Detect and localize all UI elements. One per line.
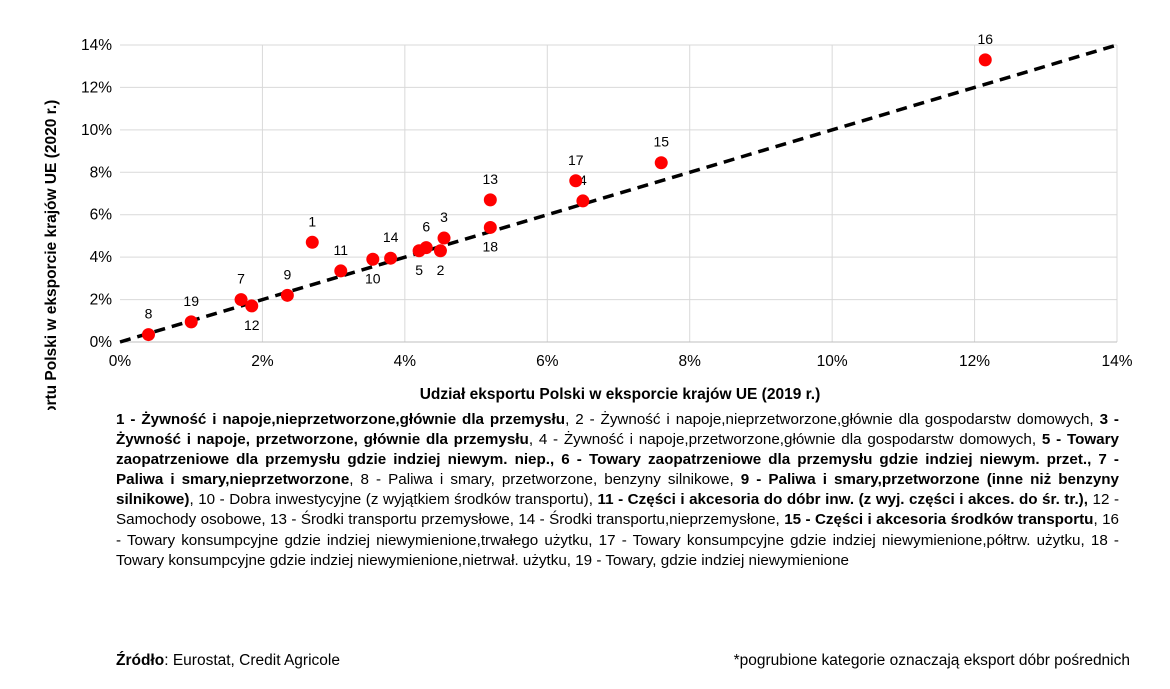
data-point-label: 2 xyxy=(437,262,445,278)
legend-segment: , 4 - Żywność i napoje,przetworzone,głów… xyxy=(528,431,1042,449)
legend-segment-bold: 11 - Części i akcesoria do dóbr inw. (z … xyxy=(597,491,1088,509)
legend-segment-bold: 5 - Towary zaopatrzeniowe dla przemysłu … xyxy=(116,431,1119,489)
y-tick-label: 2% xyxy=(90,292,113,309)
x-tick-label: 10% xyxy=(817,353,848,370)
data-point xyxy=(569,174,583,188)
data-point-label: 4 xyxy=(579,172,587,188)
x-tick-label: 8% xyxy=(679,353,702,370)
data-point-label: 8 xyxy=(145,306,153,322)
footnote: *pogrubione kategorie oznaczają eksport … xyxy=(733,652,1130,669)
y-tick-label: 6% xyxy=(90,207,113,224)
data-point xyxy=(366,252,380,266)
data-point-label: 11 xyxy=(333,242,348,258)
data-point xyxy=(483,193,497,207)
data-point-label: 3 xyxy=(440,209,448,225)
legend-segment: 12 - Samochody osobowe, 13 - Środki tran… xyxy=(116,491,1120,529)
tick-labels: 0% 0% 2% 2% 4% 4% 6% 6% 8% 8% 10% 10% 12% 12% 14% 14% xyxy=(81,37,1133,370)
x-tick-label: 0% xyxy=(109,353,132,370)
y-tick-label: 0% xyxy=(90,334,113,351)
data-point xyxy=(654,156,668,170)
data-point-label: 19 xyxy=(183,293,199,309)
data-point-label: 17 xyxy=(568,152,584,168)
x-tick-label: 4% xyxy=(394,353,417,370)
data-point-label: 6 xyxy=(422,219,430,235)
data-point xyxy=(419,241,433,255)
data-point xyxy=(305,235,319,249)
x-tick-label: 14% xyxy=(1101,353,1132,370)
y-tick-label: 12% xyxy=(81,79,112,96)
legend-segment-bold: 9 - Paliwa i smary,przetworzone (inne ni… xyxy=(116,471,1119,509)
source-label: Źródło xyxy=(116,652,165,669)
legend-segment: , 2 - Żywność i napoje,nieprzetworzone,g… xyxy=(565,411,1100,428)
y-tick-label: 4% xyxy=(90,249,113,266)
source-text: : Eurostat, Credit Agricole xyxy=(164,652,340,669)
data-point xyxy=(280,288,294,302)
data-point-label: 12 xyxy=(244,317,260,333)
data-point-label: 9 xyxy=(283,266,291,282)
x-axis-label: Udział eksportu Polski w eksporcie krajó… xyxy=(420,386,821,403)
legend-segment-bold: 3 - Żywność i napoje, przetworzone, głów… xyxy=(116,411,1119,449)
grid-lines xyxy=(120,44,1118,342)
category-legend: 1 - Żywność i napoje,nieprzetworzone,głó… xyxy=(116,410,1119,571)
data-point xyxy=(384,251,398,265)
legend-segment: , 10 - Dobra inwestycyjne (z wyjątkiem ś… xyxy=(189,491,598,509)
legend-segment: , 16 - Towary konsumpcyjne gdzie indziej… xyxy=(116,511,1119,569)
data-point xyxy=(433,244,447,258)
data-point xyxy=(141,328,155,342)
data-point xyxy=(483,220,497,234)
y-tick-label: 8% xyxy=(90,164,113,181)
data-point-label: 7 xyxy=(237,271,245,287)
y-tick-label: 10% xyxy=(81,122,112,139)
data-point xyxy=(234,293,248,307)
data-point xyxy=(576,194,590,208)
data-point-label: 1 xyxy=(308,213,316,229)
data-point-label: 5 xyxy=(415,262,423,278)
data-point-label: 18 xyxy=(483,238,499,254)
data-point xyxy=(245,299,259,313)
data-point-label: 15 xyxy=(653,134,669,150)
legend-segment-bold: 15 - Części i akcesoria środków transpor… xyxy=(784,511,1094,529)
data-point xyxy=(184,315,198,329)
legend-segment-bold: 1 - Żywność i napoje,nieprzetworzone,głó… xyxy=(116,411,566,428)
data-point xyxy=(334,264,348,278)
source-note: Źródło: Eurostat, Credit Agricole xyxy=(116,652,340,670)
data-point-label: 10 xyxy=(365,270,381,286)
x-tick-label: 2% xyxy=(251,353,274,370)
y-tick-label: 14% xyxy=(81,37,112,54)
x-tick-label: 6% xyxy=(536,353,559,370)
data-point xyxy=(437,231,451,245)
legend-segment: , 8 - Paliwa i smary, przetworzone, benz… xyxy=(349,471,741,489)
data-point xyxy=(978,53,992,67)
data-point-label: 16 xyxy=(977,31,993,47)
data-point-label: 13 xyxy=(483,171,499,187)
data-point-label: 14 xyxy=(383,229,399,245)
y-axis-label: Udział eksportu Polski w eksporcie krajó… xyxy=(43,100,60,410)
x-tick-label: 12% xyxy=(959,353,990,370)
reference-line-y-equals-x xyxy=(119,43,1118,344)
